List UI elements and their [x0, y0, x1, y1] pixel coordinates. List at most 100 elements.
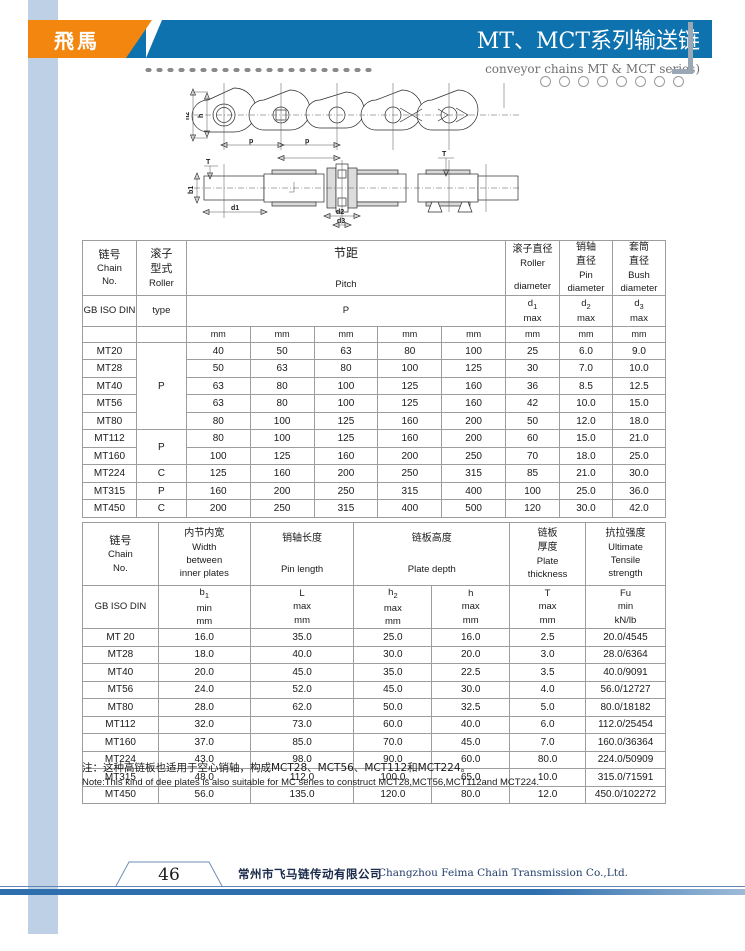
th2-tensile-strength: 抗拉强度 Ultimate Tensile strength — [585, 522, 666, 586]
th2-T-symbol: T max mm — [509, 585, 587, 629]
th2-b1-symbol: b1 min mm — [157, 585, 251, 629]
cell-Fu: 112.0/25454 — [585, 715, 666, 734]
cell-d2: 25.0 — [559, 481, 613, 501]
table-row: MT56 63 80 100 125 160 42 10.0 15.0 — [82, 394, 667, 413]
table-row: MT80 80 100 125 160 200 50 12.0 18.0 — [82, 411, 667, 431]
table-row: MT160 37.0 85.0 70.0 45.0 7.0 160.0/36364 — [82, 733, 666, 752]
th-roller-diameter: 滚子直径 Roller diameter — [505, 240, 560, 296]
th-roller-type: 滚子 型式 Roller — [135, 240, 187, 296]
cell-pitch-3: 250 — [313, 481, 379, 501]
unit-mm: mm — [611, 325, 667, 343]
cell-b1: 18.0 — [157, 645, 251, 664]
th2-pin-length: 销轴长度 Pin length — [249, 522, 355, 586]
cell-Fu: 20.0/4545 — [585, 628, 666, 647]
header-bracket-vertical — [688, 22, 693, 74]
th-roller-type-label: type — [135, 294, 187, 327]
cell-chain-no: MT160 — [82, 446, 137, 466]
cell-h2: 35.0 — [353, 663, 433, 682]
cell-pitch-4: 125 — [377, 394, 443, 413]
cell-pitch-3: 315 — [313, 499, 379, 518]
cell-pitch-2: 160 — [249, 464, 315, 483]
cell-chain-no: MT112 — [82, 429, 137, 448]
cell-h2: 90.0 — [353, 750, 433, 769]
th-pin-diameter: 销轴 直径 Pin diameter — [559, 240, 613, 296]
cell-pitch-4: 315 — [377, 481, 443, 501]
cell-h: 45.0 — [431, 733, 511, 752]
cell-pitch-4: 400 — [377, 499, 443, 518]
header-orange-slant — [126, 20, 152, 58]
th2-chain-no: 链号 Chain No. — [82, 522, 159, 586]
table-row: MT28 50 63 80 100 125 30 7.0 10.0 — [82, 359, 667, 378]
th-d1-symbol: d1 max — [505, 294, 560, 327]
cell-pitch-4: 80 — [377, 341, 443, 361]
cell-chain: MT112 — [82, 715, 159, 734]
table-row: MT56 24.0 52.0 45.0 30.0 4.0 56.0/12727 — [82, 680, 666, 699]
cell-roller-type: P — [135, 481, 187, 501]
cell-pitch-5: 200 — [441, 429, 507, 448]
cell-d1: 36 — [505, 376, 560, 396]
cell-h: 22.5 — [431, 663, 511, 682]
unit-mm: mm — [559, 325, 613, 343]
cell-pitch-1: 80 — [185, 411, 251, 431]
cell-d2: 18.0 — [559, 446, 613, 466]
unit-mm: mm — [505, 325, 560, 343]
left-decorative-band — [28, 0, 58, 934]
table-row: MT224 C 125 160 200 250 315 85 21.0 30.0 — [82, 464, 667, 483]
footer-company-cn: 常州市飞马链传动有限公司 — [238, 867, 382, 881]
cell-pitch-1: 125 — [185, 464, 251, 483]
cell-d2: 7.0 — [559, 359, 613, 378]
header-dotted-rule — [143, 66, 373, 74]
cell-T: 2.5 — [509, 628, 587, 647]
cell-pitch-4: 160 — [377, 429, 443, 448]
svg-text:d1: d1 — [231, 205, 239, 212]
cell-h: 32.5 — [431, 698, 511, 717]
cell-Fu: 80.0/18182 — [585, 698, 666, 717]
unit-mm: mm — [185, 325, 251, 343]
table1-symbol-row: GB ISO DIN type P d1 max d2 max d3 max — [82, 294, 667, 327]
cell-b1: 37.0 — [157, 733, 251, 752]
cell-d2: 15.0 — [559, 429, 613, 448]
cell-d3: 18.0 — [611, 411, 667, 431]
cell-L: 85.0 — [249, 733, 355, 752]
th-bush-diameter: 套筒 直径 Bush diameter — [611, 240, 667, 296]
cell-d3: 30.0 — [611, 464, 667, 483]
cell-pitch-5: 160 — [441, 394, 507, 413]
th-pitch-symbol: P — [185, 294, 507, 327]
cell-pitch-2: 80 — [249, 376, 315, 396]
table-row: MT28 18.0 40.0 30.0 20.0 3.0 28.0/6364 — [82, 645, 666, 664]
header-orange-block — [28, 20, 126, 58]
cell-L: 45.0 — [249, 663, 355, 682]
note-chinese: 注：这种高链板也适用于空心销轴，构成MCT28、MCT56、MCT112和MCT… — [82, 762, 472, 774]
unit-mm: mm — [441, 325, 507, 343]
svg-text:h2: h2 — [186, 112, 191, 120]
unit-mm: mm — [377, 325, 443, 343]
svg-text:p: p — [305, 138, 309, 145]
cell-Fu: 224.0/50909 — [585, 750, 666, 769]
cell-h2: 120.0 — [353, 785, 433, 804]
header-circle-row — [540, 76, 684, 87]
cell-T: 3.0 — [509, 645, 587, 664]
cell-d1: 120 — [505, 499, 560, 518]
table-row: MT112 P 80 100 125 160 200 60 15.0 21.0 — [82, 429, 667, 466]
cell-pitch-5: 200 — [441, 411, 507, 431]
header-blue-bar — [58, 20, 712, 58]
table-row: MT450 56.0 135.0 120.0 80.0 12.0 450.0/102272 — [82, 785, 666, 804]
cell-chain: MT 20 — [82, 628, 159, 647]
cell-T: 4.0 — [509, 680, 587, 699]
cell-pitch-1: 80 — [185, 429, 251, 448]
chain-plate-table: 链号 Chain No. 内节内宽 Width between inner pl… — [82, 522, 666, 804]
cell-pitch-1: 160 — [185, 481, 251, 501]
cell-d2: 6.0 — [559, 341, 613, 361]
cell-h2: 30.0 — [353, 645, 433, 664]
cell-pitch-5: 315 — [441, 464, 507, 483]
header-bracket-horizontal — [672, 69, 693, 74]
cell-Fu: 40.0/9091 — [585, 663, 666, 682]
unit-blank-2 — [135, 325, 187, 343]
cell-d3: 15.0 — [611, 394, 667, 413]
cell-L: 73.0 — [249, 715, 355, 734]
th2-h-symbol: h max mm — [431, 585, 511, 629]
cell-pitch-3: 200 — [313, 464, 379, 483]
cell-L: 52.0 — [249, 680, 355, 699]
cell-Fu: 160.0/36364 — [585, 733, 666, 752]
th2-h2-symbol: h2 max mm — [353, 585, 433, 629]
